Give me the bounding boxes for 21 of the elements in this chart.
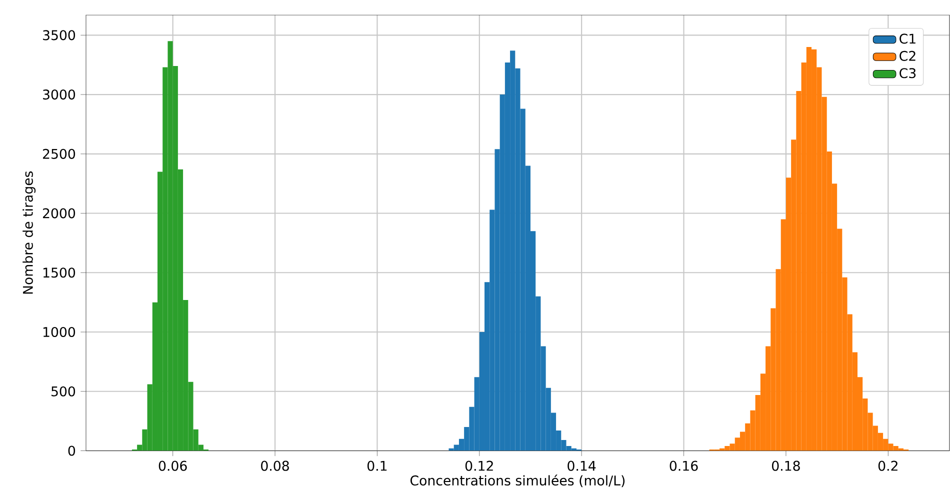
x-tick-label: 0.16	[670, 460, 698, 471]
y-axis-title: Nombre de tirages	[22, 172, 36, 294]
legend-label: C3	[900, 68, 916, 78]
x-axis-title: Concentrations simulées (mol/L)	[410, 474, 625, 488]
x-tick-label: 0.1	[367, 460, 387, 471]
y-tick-label: 0	[68, 446, 76, 456]
x-tick-label: 0.14	[568, 460, 596, 471]
legend-label: C1	[900, 34, 916, 44]
legend-label: C2	[900, 51, 916, 62]
y-tick-label: 500	[52, 386, 76, 397]
y-tick-label: 2500	[42, 148, 76, 160]
x-tick-label: 0.06	[158, 460, 187, 471]
y-tick-label: 1500	[43, 268, 76, 278]
x-tick-label: 0.12	[465, 460, 493, 471]
x-tick-label: 0.18	[772, 460, 800, 471]
y-tick-label: 3000	[43, 90, 76, 100]
y-tick-label: 3500	[43, 30, 76, 40]
x-tick-label: 0.2	[878, 460, 898, 471]
y-tick-label: 1000	[43, 327, 76, 338]
y-tick-label: 2000	[42, 208, 76, 218]
x-tick-label: 0.08	[261, 460, 289, 471]
